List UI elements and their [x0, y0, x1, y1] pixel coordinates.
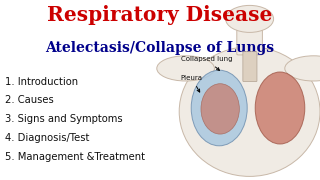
FancyBboxPatch shape — [237, 30, 262, 55]
Ellipse shape — [285, 56, 320, 81]
Text: 4. Diagnosis/Test: 4. Diagnosis/Test — [5, 133, 89, 143]
Ellipse shape — [255, 72, 305, 144]
Ellipse shape — [157, 56, 214, 81]
Ellipse shape — [201, 84, 239, 134]
Text: Atelectasis/Collapse of Lungs: Atelectasis/Collapse of Lungs — [45, 40, 275, 55]
Text: Pleura: Pleura — [181, 75, 203, 92]
Text: 5. Management &Treatment: 5. Management &Treatment — [5, 152, 145, 162]
FancyBboxPatch shape — [243, 52, 257, 82]
Ellipse shape — [191, 70, 247, 146]
Ellipse shape — [179, 47, 320, 176]
Text: Respiratory Disease: Respiratory Disease — [47, 5, 273, 25]
Text: 2. Causes: 2. Causes — [5, 95, 53, 105]
Text: 1. Introduction: 1. Introduction — [5, 76, 78, 87]
Text: 3. Signs and Symptoms: 3. Signs and Symptoms — [5, 114, 123, 124]
Text: Collapsed lung: Collapsed lung — [181, 56, 232, 70]
Circle shape — [226, 5, 274, 32]
